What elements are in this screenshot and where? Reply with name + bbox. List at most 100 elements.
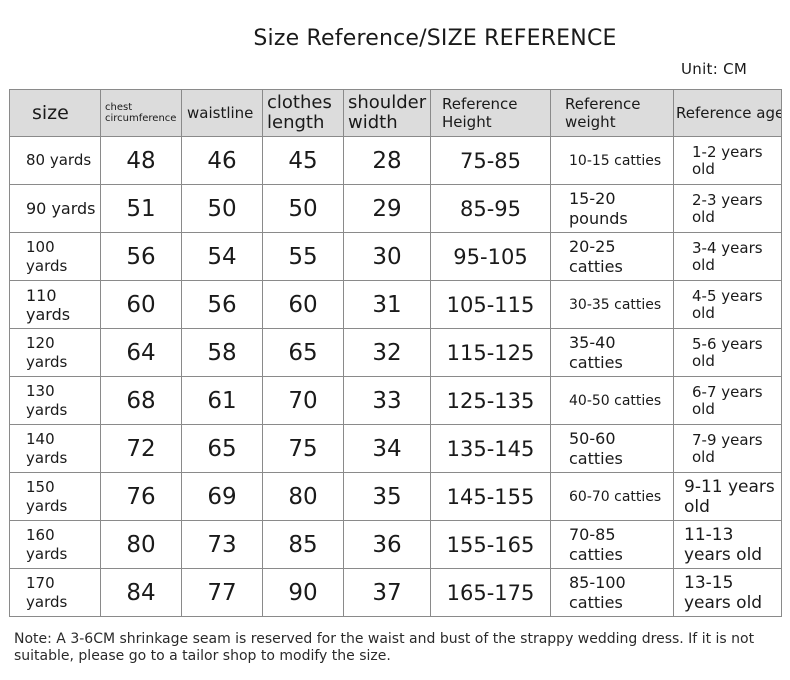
cell-waist: 56 — [181, 280, 263, 329]
cell-length: 80 — [262, 472, 344, 521]
cell-size: 80 yards — [9, 136, 101, 185]
cell-length: 45 — [262, 136, 344, 185]
cell-waist: 46 — [181, 136, 263, 185]
table-row: 80 yards 48 46 45 28 75-85 10-15 catties… — [9, 136, 782, 185]
cell-waist: 50 — [181, 184, 263, 233]
cell-size: 150 yards — [9, 472, 101, 521]
cell-weight: 50-60 catties — [550, 424, 674, 473]
header-reference-height: Reference Height — [430, 89, 551, 137]
header-waistline: waistline — [181, 89, 263, 137]
cell-size: 140 yards — [9, 424, 101, 473]
cell-height: 95-105 — [430, 232, 551, 281]
cell-weight: 70-85 catties — [550, 520, 674, 569]
cell-age: 11-13 years old — [673, 520, 782, 569]
cell-chest: 84 — [100, 568, 182, 617]
cell-age: 5-6 years old — [673, 328, 782, 377]
table-row: 110 yards 60 56 60 31 105-115 30-35 catt… — [9, 280, 782, 329]
cell-shoulder: 33 — [343, 376, 431, 425]
header-reference-age: Reference age — [673, 89, 782, 137]
cell-waist: 77 — [181, 568, 263, 617]
cell-height: 75-85 — [430, 136, 551, 185]
cell-weight: 35-40 catties — [550, 328, 674, 377]
size-table: size chest circumference waistline cloth… — [9, 89, 782, 617]
cell-chest: 60 — [100, 280, 182, 329]
header-chest: chest circumference — [100, 89, 182, 137]
cell-length: 50 — [262, 184, 344, 233]
cell-weight: 10-15 catties — [550, 136, 674, 185]
cell-age: 1-2 years old — [673, 136, 782, 185]
cell-height: 105-115 — [430, 280, 551, 329]
cell-chest: 48 — [100, 136, 182, 185]
cell-shoulder: 31 — [343, 280, 431, 329]
cell-weight: 20-25 catties — [550, 232, 674, 281]
cell-length: 90 — [262, 568, 344, 617]
cell-age: 3-4 years old — [673, 232, 782, 281]
cell-age: 7-9 years old — [673, 424, 782, 473]
cell-weight: 85-100 catties — [550, 568, 674, 617]
cell-chest: 51 — [100, 184, 182, 233]
cell-age: 4-5 years old — [673, 280, 782, 329]
cell-waist: 54 — [181, 232, 263, 281]
cell-height: 145-155 — [430, 472, 551, 521]
header-row: size chest circumference waistline cloth… — [9, 89, 782, 137]
cell-age: 9-11 years old — [673, 472, 782, 521]
cell-height: 85-95 — [430, 184, 551, 233]
page-title: Size Reference/SIZE REFERENCE — [253, 26, 617, 51]
cell-weight: 15-20 pounds — [550, 184, 674, 233]
shrinkage-note: Note: A 3-6CM shrinkage seam is reserved… — [14, 631, 755, 664]
cell-size: 90 yards — [9, 184, 101, 233]
cell-size: 100 yards — [9, 232, 101, 281]
cell-length: 70 — [262, 376, 344, 425]
cell-size: 110 yards — [9, 280, 101, 329]
cell-length: 65 — [262, 328, 344, 377]
cell-length: 85 — [262, 520, 344, 569]
table-row: 150 yards 76 69 80 35 145-155 60-70 catt… — [9, 472, 782, 521]
cell-chest: 68 — [100, 376, 182, 425]
cell-height: 165-175 — [430, 568, 551, 617]
cell-waist: 69 — [181, 472, 263, 521]
cell-size: 130 yards — [9, 376, 101, 425]
cell-length: 55 — [262, 232, 344, 281]
cell-shoulder: 34 — [343, 424, 431, 473]
cell-height: 155-165 — [430, 520, 551, 569]
cell-shoulder: 37 — [343, 568, 431, 617]
cell-length: 75 — [262, 424, 344, 473]
cell-chest: 64 — [100, 328, 182, 377]
cell-waist: 61 — [181, 376, 263, 425]
header-size: size — [9, 89, 101, 137]
cell-size: 170 yards — [9, 568, 101, 617]
cell-weight: 30-35 catties — [550, 280, 674, 329]
cell-shoulder: 32 — [343, 328, 431, 377]
header-clothes-length: clothes length — [262, 89, 344, 137]
table-row: 100 yards 56 54 55 30 95-105 20-25 catti… — [9, 232, 782, 281]
cell-age: 6-7 years old — [673, 376, 782, 425]
cell-length: 60 — [262, 280, 344, 329]
cell-shoulder: 30 — [343, 232, 431, 281]
table-row: 160 yards 80 73 85 36 155-165 70-85 catt… — [9, 520, 782, 569]
cell-waist: 58 — [181, 328, 263, 377]
cell-chest: 72 — [100, 424, 182, 473]
cell-weight: 60-70 catties — [550, 472, 674, 521]
cell-age: 2-3 years old — [673, 184, 782, 233]
header-reference-weight: Reference weight — [550, 89, 674, 137]
cell-chest: 76 — [100, 472, 182, 521]
cell-height: 135-145 — [430, 424, 551, 473]
cell-chest: 56 — [100, 232, 182, 281]
table-row: 140 yards 72 65 75 34 135-145 50-60 catt… — [9, 424, 782, 473]
unit-label: Unit: CM — [681, 60, 748, 78]
cell-height: 115-125 — [430, 328, 551, 377]
cell-waist: 73 — [181, 520, 263, 569]
table-row: 170 yards 84 77 90 37 165-175 85-100 cat… — [9, 568, 782, 617]
cell-shoulder: 28 — [343, 136, 431, 185]
cell-size: 160 yards — [9, 520, 101, 569]
cell-shoulder: 36 — [343, 520, 431, 569]
cell-weight: 40-50 catties — [550, 376, 674, 425]
cell-size: 120 yards — [9, 328, 101, 377]
cell-age: 13-15 years old — [673, 568, 782, 617]
header-shoulder-width: shoulder width — [343, 89, 431, 137]
table-row: 130 yards 68 61 70 33 125-135 40-50 catt… — [9, 376, 782, 425]
cell-waist: 65 — [181, 424, 263, 473]
table-row: 90 yards 51 50 50 29 85-95 15-20 pounds … — [9, 184, 782, 233]
cell-shoulder: 35 — [343, 472, 431, 521]
cell-shoulder: 29 — [343, 184, 431, 233]
